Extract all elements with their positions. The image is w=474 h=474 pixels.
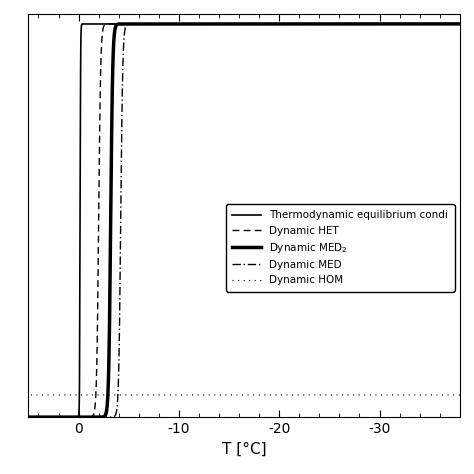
Legend: Thermodynamic equilibrium condi, Dynamic HET, Dynamic MED$_2$, Dynamic MED, Dyna: Thermodynamic equilibrium condi, Dynamic… — [226, 204, 455, 292]
X-axis label: T [°C]: T [°C] — [222, 442, 266, 456]
